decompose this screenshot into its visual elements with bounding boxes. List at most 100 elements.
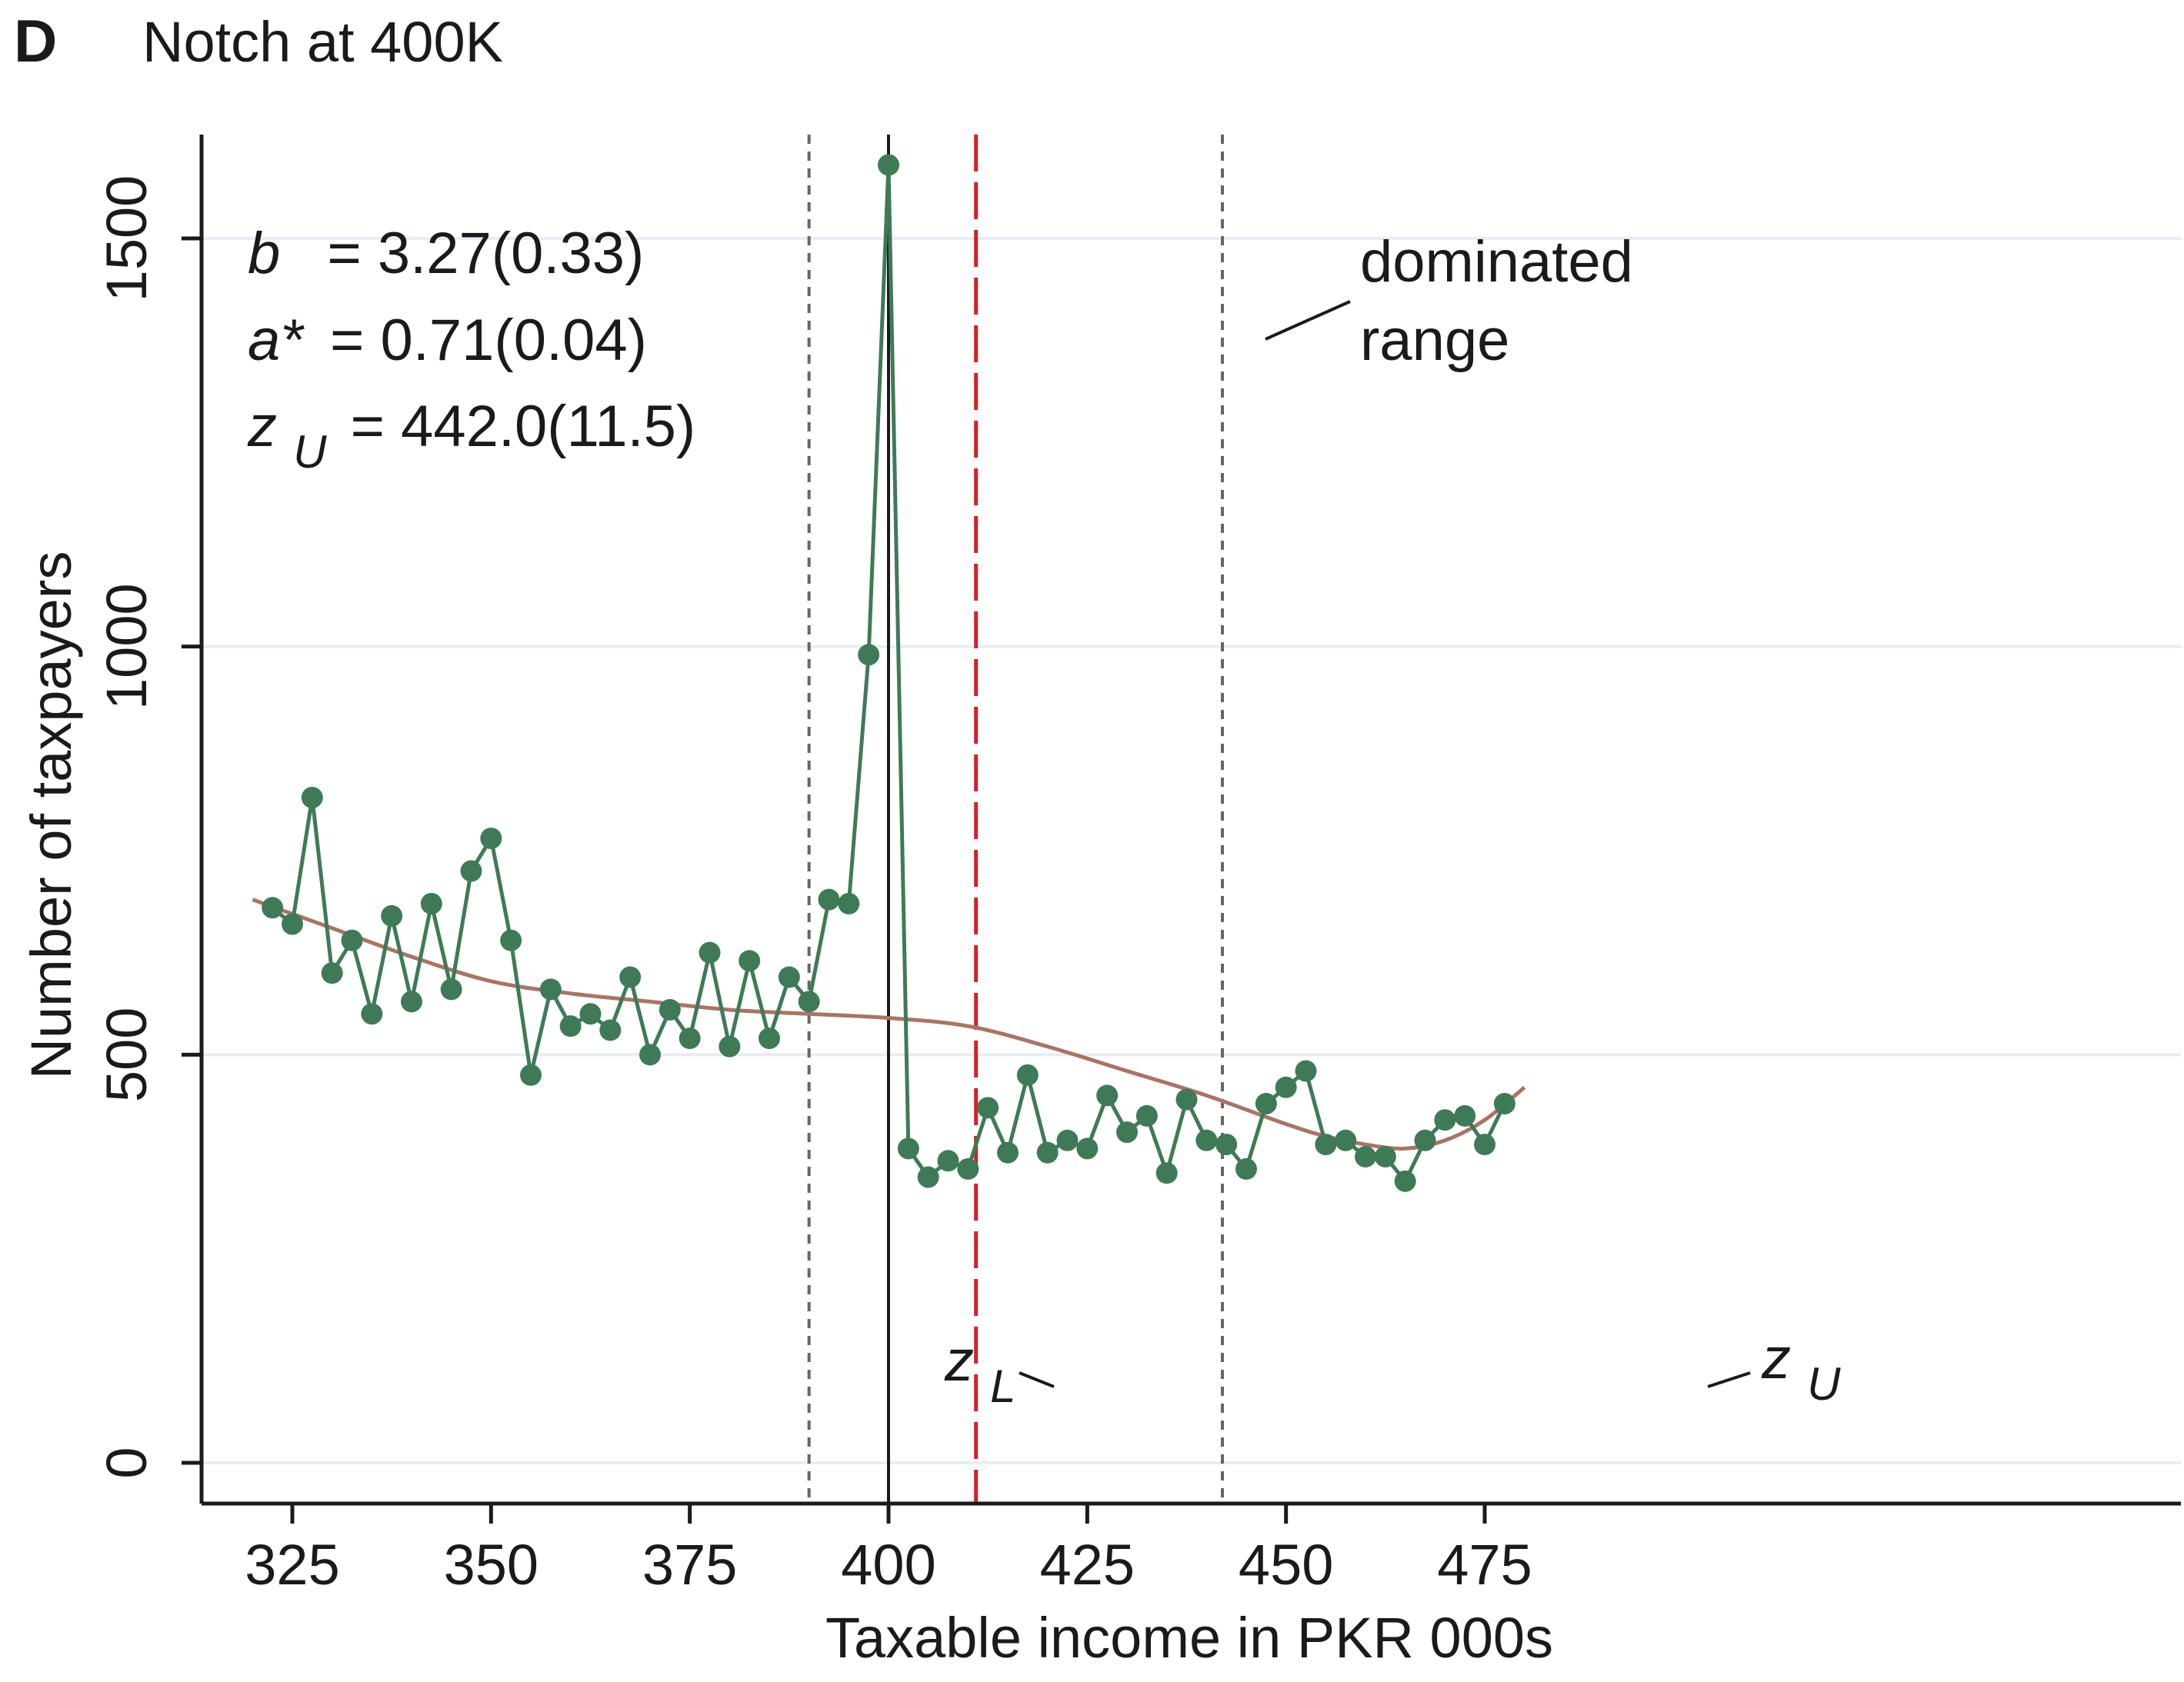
zu-symbol: z <box>1761 1326 1791 1391</box>
observed-point <box>977 1097 999 1119</box>
observed-point <box>1016 1064 1039 1086</box>
observed-point <box>699 941 721 964</box>
x-tick-label-400: 400 <box>841 1533 935 1597</box>
observed-point <box>1255 1093 1277 1115</box>
observed-point <box>401 991 422 1013</box>
zu-pointer <box>1707 1371 1751 1388</box>
observed-point <box>897 1137 919 1160</box>
observed-point <box>381 904 403 927</box>
observed-point <box>937 1150 959 1172</box>
observed-point <box>659 998 681 1021</box>
observed-point <box>1454 1104 1476 1127</box>
counterfactual-series <box>252 898 1526 1151</box>
observed-point <box>500 929 522 951</box>
observed-point <box>1414 1129 1436 1151</box>
x-tick-label-425: 425 <box>1040 1533 1135 1597</box>
y-tick-label-500: 500 <box>95 1008 158 1102</box>
y-tick-label-0: 0 <box>95 1447 158 1478</box>
observed-point <box>838 892 860 914</box>
observed-point <box>1195 1129 1218 1151</box>
counterfactual-line <box>252 898 1526 1151</box>
tick-labels: 325 350 375 400 425 450 475 0 500 1000 1500 <box>95 175 1532 1597</box>
stat-b-symbol: b <box>248 221 280 286</box>
observed-point <box>1056 1129 1079 1151</box>
observed-point <box>917 1166 939 1188</box>
observed-point <box>520 1064 542 1086</box>
x-axis-title: Taxable income in PKR 000s <box>825 1606 1553 1670</box>
y-tick-label-1500: 1500 <box>95 175 158 302</box>
x-tick-label-450: 450 <box>1239 1533 1333 1597</box>
x-tick-label-375: 375 <box>642 1533 737 1597</box>
x-tick-label-475: 475 <box>1437 1533 1532 1597</box>
x-tick-label-325: 325 <box>245 1533 339 1597</box>
observed-point <box>1355 1146 1376 1167</box>
observed-point <box>1275 1076 1297 1098</box>
observed-point <box>1295 1060 1317 1082</box>
observed-point <box>1394 1170 1416 1192</box>
dominated-label-line1: dominated <box>1360 229 1633 295</box>
observed-point <box>1493 1093 1515 1115</box>
observed-point <box>997 1141 1019 1164</box>
observed-point <box>579 1003 602 1025</box>
stat-a-symbol: a* <box>248 308 305 373</box>
observed-point <box>719 1035 741 1057</box>
observed-point <box>1096 1084 1119 1107</box>
observed-point <box>1474 1134 1495 1156</box>
stat-a: a* = 0.71(0.04) <box>248 308 647 373</box>
observed-point <box>301 787 323 809</box>
dominated-label-line2: range <box>1360 308 1509 373</box>
zu-label-text: z U <box>1761 1326 1841 1410</box>
x-tick-label-350: 350 <box>444 1533 538 1597</box>
stat-b: b = 3.27(0.33) <box>248 221 644 286</box>
y-axis-title: Number of taxpayers <box>19 551 83 1080</box>
axes <box>182 135 2181 1524</box>
observed-point <box>361 1003 383 1025</box>
observed-point <box>480 828 502 850</box>
vertical-reference-lines <box>807 135 1224 1504</box>
observed-point <box>1076 1137 1099 1160</box>
observed-point <box>599 1019 622 1041</box>
observed-point <box>321 962 343 984</box>
y-tick-label-1000: 1000 <box>95 583 158 710</box>
observed-point <box>420 892 442 914</box>
observed-series <box>262 154 1515 1192</box>
observed-point <box>619 966 642 988</box>
observed-point <box>1175 1088 1198 1111</box>
stats-block: b = 3.27(0.33) a* = 0.71(0.04) z U = 442… <box>247 221 695 481</box>
observed-point <box>778 966 800 988</box>
panel-letter: D <box>14 7 57 75</box>
zl-pointer <box>1019 1371 1055 1388</box>
observed-point <box>1155 1162 1178 1184</box>
observed-point <box>739 950 761 972</box>
stat-zu-value: = 442.0(11.5) <box>351 394 696 459</box>
stat-b-value: = 3.27(0.33) <box>327 221 644 286</box>
observed-point <box>1374 1146 1396 1167</box>
observed-point <box>759 1028 780 1050</box>
observed-point <box>262 897 284 919</box>
observed-point <box>539 978 562 1001</box>
observed-point <box>440 978 462 1001</box>
observed-point <box>1315 1134 1337 1156</box>
observed-point <box>679 1028 701 1050</box>
grid-lines <box>202 237 2181 1464</box>
observed-point <box>818 888 840 911</box>
stat-zu-symbol: z <box>247 394 277 459</box>
zl-sub: L <box>990 1361 1015 1412</box>
observed-point <box>1215 1134 1238 1156</box>
stat-zu: z U = 442.0(11.5) <box>247 394 695 481</box>
stat-a-value: = 0.71(0.04) <box>330 308 647 373</box>
observed-point <box>639 1044 661 1066</box>
observed-point <box>858 644 880 666</box>
observed-point <box>1116 1121 1138 1144</box>
observed-point <box>1135 1104 1158 1127</box>
observed-point <box>1036 1141 1059 1164</box>
observed-point <box>460 860 482 882</box>
observed-point <box>1434 1109 1456 1131</box>
observed-point <box>798 991 820 1013</box>
observed-point <box>957 1157 979 1180</box>
observed-point <box>341 929 363 951</box>
zl-symbol: z <box>944 1328 974 1394</box>
zu-sub: U <box>1807 1358 1841 1410</box>
stat-zu-sub: U <box>293 426 327 478</box>
